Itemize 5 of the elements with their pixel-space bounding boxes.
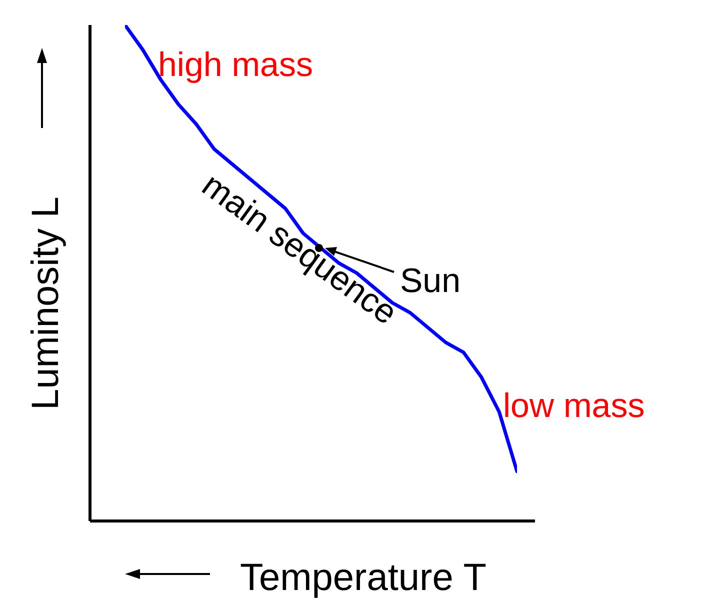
annotation: low mass bbox=[503, 387, 645, 425]
annotation: high mass bbox=[158, 46, 313, 84]
y-axis-title: Luminosity L bbox=[25, 196, 67, 410]
annotation: Sun bbox=[400, 262, 460, 300]
x-axis-title: Temperature T bbox=[240, 557, 486, 599]
